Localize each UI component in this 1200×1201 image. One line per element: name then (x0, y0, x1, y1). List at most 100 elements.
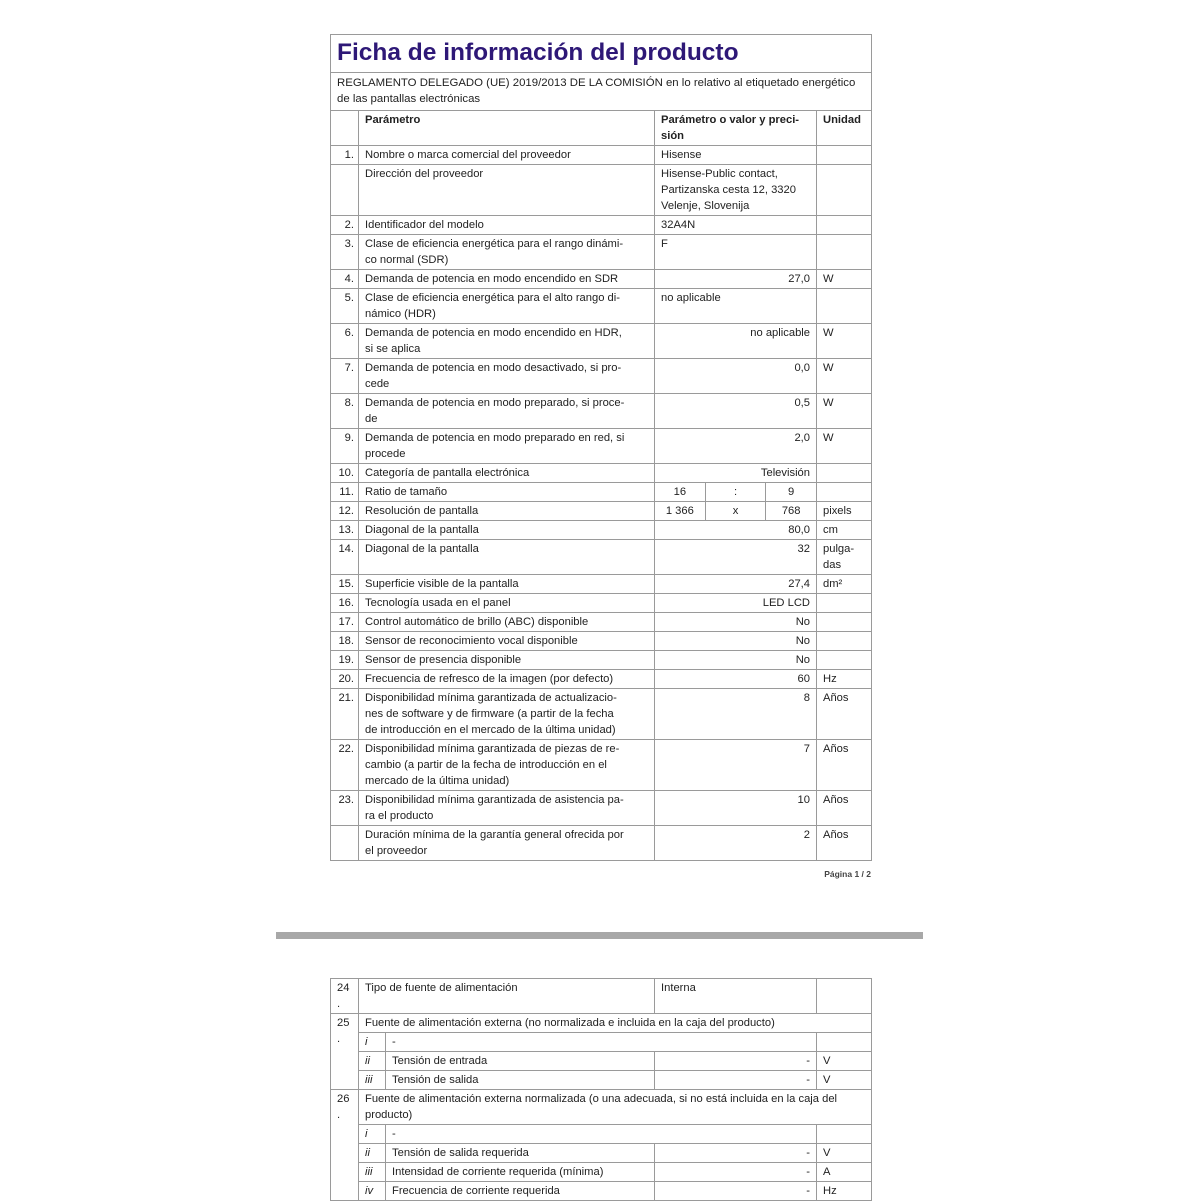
row-unit: W (816, 393, 872, 429)
row-value: F (654, 234, 817, 270)
table-row: 13. Diagonal de la pantalla 80,0 cm (330, 520, 872, 540)
row-parameter: Demanda de potencia en modo preparado en… (358, 428, 655, 464)
row-value: Hisense (654, 145, 817, 165)
row-unit: W (816, 358, 872, 394)
row-unit (816, 631, 872, 651)
row-parameter: Superficie visible de la pantalla (358, 574, 655, 594)
sub-row: ii Tensión de entrada - V (331, 1051, 872, 1071)
sub-index: ii (358, 1143, 386, 1163)
row-unit (816, 164, 872, 216)
row-parameter: Disponibilidad mínima garantizada de act… (358, 688, 655, 740)
row-parameter: Tecnología usada en el panel (358, 593, 655, 613)
row-parameter: Clase de eficiencia energética para el a… (358, 288, 655, 324)
document-flow: Ficha de información del producto REGLAM… (276, 34, 923, 1201)
table-row: Duración mínima de la garantía general o… (330, 825, 872, 861)
table-row: 24. Tipo de fuente de alimentación Interna (330, 978, 872, 1014)
row-unit (816, 234, 872, 270)
row-value-part: 1 366 (655, 502, 706, 520)
row-value: 2,0 (654, 428, 817, 464)
table-header: Parámetro Parámetro o valor y preci- sió… (330, 110, 872, 146)
row-parameter: Demanda de potencia en modo preparado, s… (358, 393, 655, 429)
row-parameter: Sensor de reconocimiento vocal disponibl… (358, 631, 655, 651)
row-value: 0,5 (654, 393, 817, 429)
row-value: 10 (654, 790, 817, 826)
sub-row: i- (331, 1032, 872, 1052)
row-unit: dm² (816, 574, 872, 594)
row-unit (816, 650, 872, 670)
sub-row: ii Tensión de salida requerida - V (331, 1143, 872, 1163)
product-info-table-page-2: 24. Tipo de fuente de alimentación Interna… (330, 978, 872, 1201)
table-row: 4. Demanda de potencia en modo encendido … (330, 269, 872, 289)
row-number (330, 164, 359, 216)
row-value: 0,0 (654, 358, 817, 394)
row-unit (816, 482, 872, 502)
row-value-part: 16 (655, 483, 706, 501)
table-row: 3. Clase de eficiencia energética para el… (330, 234, 872, 270)
row-value: No (654, 631, 817, 651)
row-parameter: Ratio de tamaño (358, 482, 655, 502)
row-parameter: Demanda de potencia en modo desactivado,… (358, 358, 655, 394)
table-row: 15. Superficie visible de la pantalla 27,4… (330, 574, 872, 594)
row-parameter: Sensor de presencia disponible (358, 650, 655, 670)
row-value: no aplicable (654, 288, 817, 324)
row-unit (816, 593, 872, 613)
table-row: 1. Nombre o marca comercial del proveedor… (330, 145, 872, 165)
row-value-part: x (706, 502, 767, 520)
row-parameter: Demanda de potencia en modo encendido en… (358, 323, 655, 359)
row-parameter: Categoría de pantalla electrónica (358, 463, 655, 483)
sub-value: - (654, 1051, 817, 1071)
sub-unit: V (816, 1070, 872, 1090)
row-value: 32A4N (654, 215, 817, 235)
row-number: 19. (330, 650, 359, 670)
page-divider (276, 932, 923, 939)
row-unit: Hz (816, 669, 872, 689)
table-row: 22. Disponibilidad mínima garantizada de … (330, 739, 872, 791)
row-unit (816, 978, 872, 1014)
page-title: Ficha de información del producto (330, 34, 872, 73)
row-number: 15. (330, 574, 359, 594)
table-row: 16. Tecnología usada en el panel LED LCD (330, 593, 872, 613)
row-number: 7. (330, 358, 359, 394)
row-unit: Años (816, 825, 872, 861)
row-parameter: Resolución de pantalla (358, 501, 655, 521)
sub-index: iv (358, 1181, 386, 1201)
row-value: 27,4 (654, 574, 817, 594)
row-unit (816, 463, 872, 483)
row-value-part: 768 (781, 505, 801, 517)
page-number: Página 1 / 2 (824, 869, 871, 879)
row-unit (816, 612, 872, 632)
row-value: Interna (654, 978, 817, 1014)
row-parameter: Control automático de brillo (ABC) dispo… (358, 612, 655, 632)
sub-unit: V (816, 1051, 872, 1071)
row-value: 8 (654, 688, 817, 740)
row-value: 27,0 (654, 269, 817, 289)
header-param: Parámetro (358, 110, 655, 146)
row-number: 4. (330, 269, 359, 289)
sub-parameter: - (385, 1032, 817, 1052)
row-value: LED LCD (654, 593, 817, 613)
row-parameter: Duración mínima de la garantía general o… (358, 825, 655, 861)
sub-index: iii (358, 1162, 386, 1182)
sub-index: i (358, 1124, 386, 1144)
sub-parameter: Frecuencia de corriente requerida (385, 1181, 655, 1201)
row-value: 2 (654, 825, 817, 861)
row-value: Hisense-Public contact, Partizanska cest… (654, 164, 817, 216)
row-unit (816, 215, 872, 235)
row-parameter: Diagonal de la pantalla (358, 539, 655, 575)
table-row: 19. Sensor de presencia disponible No (330, 650, 872, 670)
row-unit: cm (816, 520, 872, 540)
row-value-part: : (706, 483, 767, 501)
sub-row: iii Intensidad de corriente requerida (mí… (331, 1162, 872, 1182)
sub-row: iii Tensión de salida - V (331, 1070, 872, 1090)
table-row: 14. Diagonal de la pantalla 32 pulga- das (330, 539, 872, 575)
sub-value: - (654, 1070, 817, 1090)
row-unit: W (816, 428, 872, 464)
table-row: 25. Fuente de alimentación externa (no no… (330, 1013, 872, 1090)
table-row: 6. Demanda de potencia en modo encendido … (330, 323, 872, 359)
row-unit: Años (816, 790, 872, 826)
row-value: 80,0 (654, 520, 817, 540)
row-number: 11. (330, 482, 359, 502)
row-number: 26. (330, 1089, 359, 1201)
row-unit: pulga- das (816, 539, 872, 575)
table-row: 8. Demanda de potencia en modo preparado,… (330, 393, 872, 429)
